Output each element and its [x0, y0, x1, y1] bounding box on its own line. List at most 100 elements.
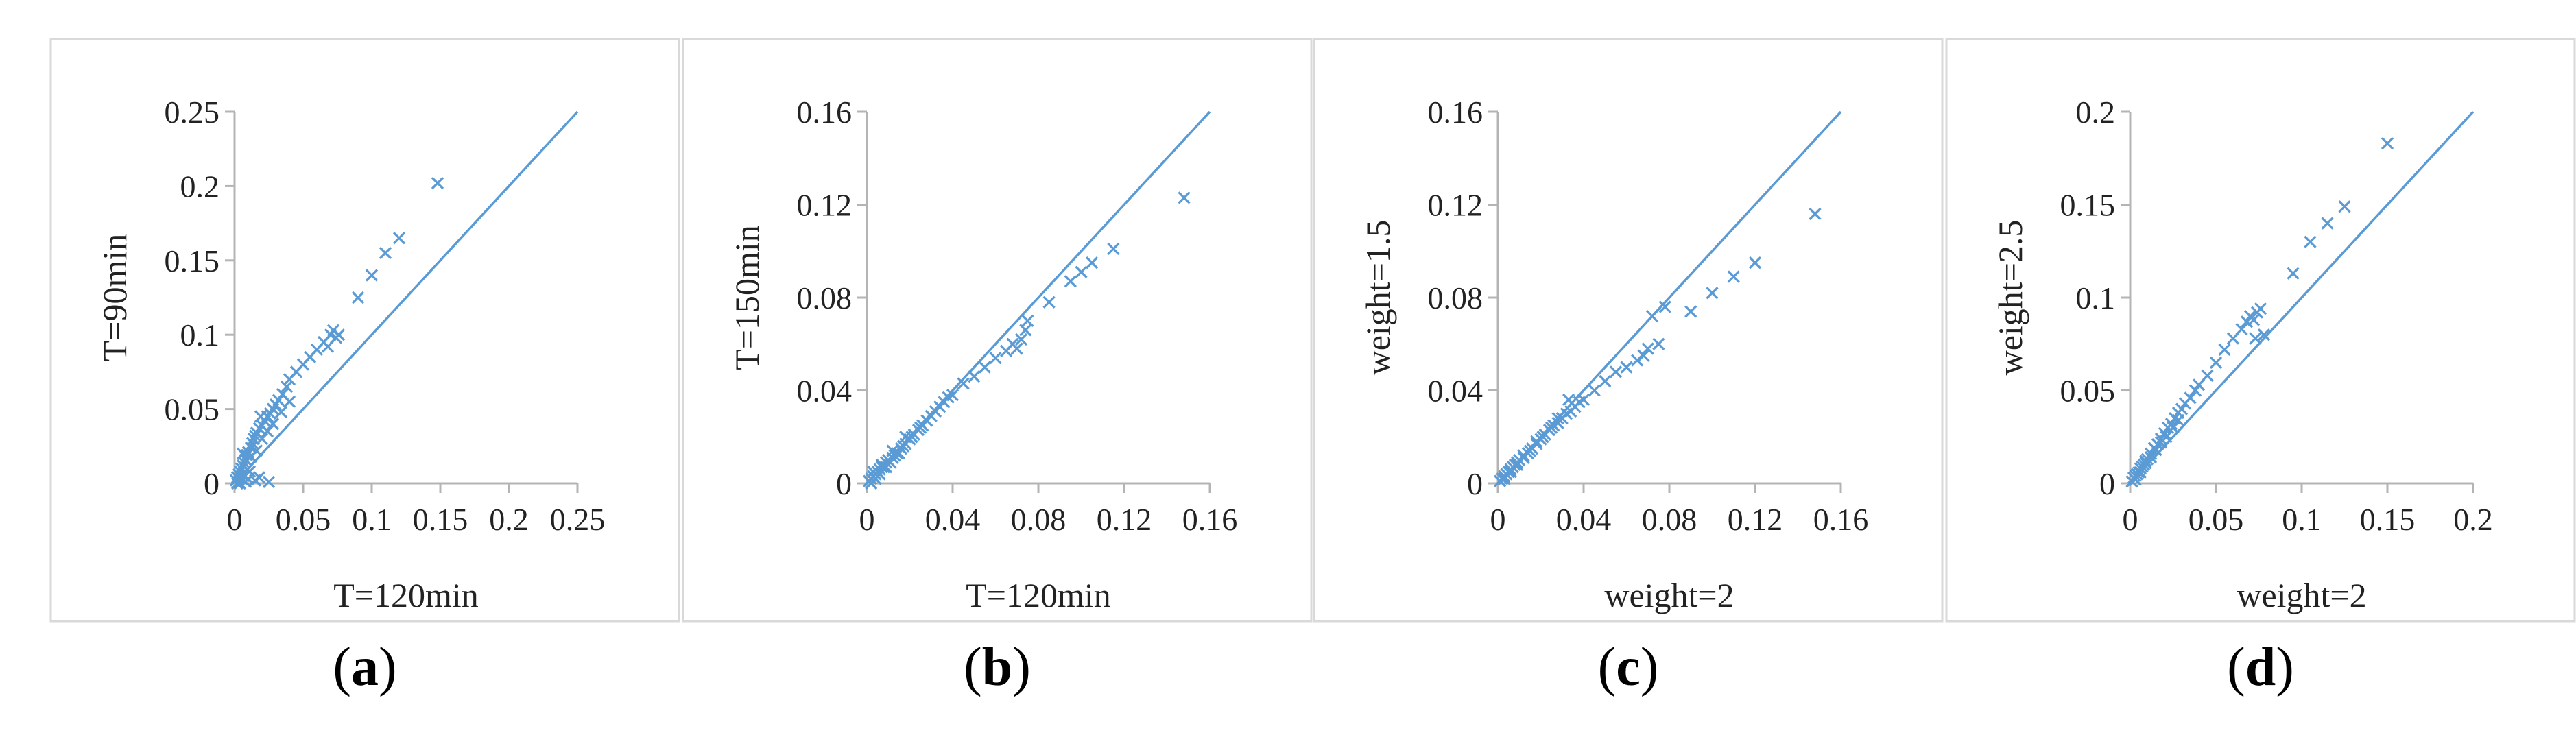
x-tick-label-c: 0.04: [1556, 502, 1612, 537]
chart-svg-d: 0 0.05 0.1 0.15 0.2 0 0.05 0.1 0.15 0.2 weight=2 we…: [1945, 38, 2576, 623]
data-point-a: [233, 477, 247, 490]
y-tick-label-a: 0.05: [165, 392, 220, 427]
data-point-a: [241, 472, 255, 485]
y-tick-label-a: 0.25: [165, 95, 220, 130]
data-point-a: [250, 444, 263, 457]
reference-line-a: [233, 110, 579, 485]
data-point-b: [1010, 342, 1023, 355]
data-point-d: [2209, 356, 2223, 369]
data-point-b: [989, 351, 1002, 365]
chart-svg-a: 0 0.05 0.1 0.15 0.2 0.25 0 0.05 0.1 0.15 0.2 0.25 T=…: [49, 38, 680, 623]
data-point-c: [1637, 349, 1650, 362]
data-point-a: [332, 328, 346, 341]
data-point-d: [2160, 431, 2173, 444]
data-point-c: [1562, 393, 1575, 407]
data-point-d: [2304, 235, 2317, 248]
data-point-d: [2257, 328, 2271, 341]
caption-c: (c): [1597, 637, 1659, 697]
x-tick-label-c: 0.08: [1642, 502, 1697, 537]
data-point-c: [1645, 309, 1659, 323]
data-point-b: [1085, 256, 1099, 269]
data-point-c: [1599, 374, 1612, 388]
x-tick-label-d: 0.15: [2360, 502, 2416, 537]
data-point-c: [1809, 207, 1822, 221]
data-point-d: [2149, 444, 2162, 457]
x-tick-label-a: 0.15: [413, 502, 468, 537]
data-point-a: [283, 395, 296, 408]
data-point-c: [1727, 270, 1740, 283]
chart-panel-d: 0 0.05 0.1 0.15 0.2 0 0.05 0.1 0.15 0.2 weight=2 we…: [1945, 38, 2576, 623]
y-tick-label-b: 0: [836, 466, 852, 501]
y-tick-label-b: 0.16: [797, 95, 852, 130]
data-point-c: [1523, 444, 1537, 457]
data-point-b: [957, 377, 970, 390]
x-tick-label-d: 0: [2123, 502, 2138, 537]
data-point-a: [379, 246, 392, 260]
y-tick-label-d: 0: [2099, 466, 2115, 501]
data-point-b: [884, 456, 897, 469]
data-point-d: [2167, 421, 2180, 434]
y-tick-label-c: 0.04: [1428, 374, 1483, 409]
chart-panel-c: 0 0.04 0.08 0.12 0.16 0 0.04 0.08 0.12 0.16 weight…: [1313, 38, 1944, 623]
y-tick-label-a: 0.15: [165, 243, 220, 278]
x-axis-label-b: T=120min: [966, 576, 1111, 614]
data-point-a: [236, 447, 250, 460]
data-point-c: [1748, 256, 1762, 269]
x-axis-label-d: weight=2: [2237, 576, 2366, 614]
x-tick-label-a: 0: [227, 502, 243, 537]
x-tick-label-b: 0.16: [1182, 502, 1238, 537]
caption-letter-c: c: [1616, 637, 1641, 697]
data-point-c: [1684, 305, 1697, 318]
chart-svg-b: 0 0.04 0.08 0.12 0.16 0 0.04 0.08 0.12 0.16 T=120m…: [682, 38, 1313, 623]
data-point-c: [1577, 393, 1590, 407]
data-point-a: [280, 380, 294, 394]
reference-line-b: [866, 110, 1211, 485]
data-point-d: [2249, 332, 2262, 345]
data-point-b: [869, 472, 882, 485]
caption-b: (b): [964, 637, 1031, 697]
chart-frame-b: [682, 38, 1313, 623]
x-tick-label-b: 0: [859, 502, 875, 537]
data-point-d: [2218, 343, 2231, 357]
caption-letter-a: a: [351, 637, 379, 697]
caption-letter-b: b: [981, 637, 1013, 697]
caption-letter-d: d: [2245, 637, 2276, 697]
data-point-a: [255, 432, 269, 446]
y-tick-label-a: 0: [204, 466, 219, 501]
data-point-d: [2129, 473, 2142, 486]
data-point-c: [1641, 342, 1654, 355]
data-point-a: [230, 477, 244, 490]
data-point-c: [1706, 287, 1719, 300]
x-tick-label-b: 0.04: [925, 502, 981, 537]
y-tick-label-b: 0.12: [797, 188, 852, 223]
data-point-b: [946, 389, 959, 402]
x-axis-label-a: T=120min: [333, 576, 479, 614]
chart-panel-b: 0 0.04 0.08 0.12 0.16 0 0.04 0.08 0.12 0.16 T=120m…: [682, 38, 1313, 623]
data-point-c: [1652, 337, 1665, 350]
data-point-b: [1178, 191, 1191, 204]
y-tick-label-d: 0.1: [2076, 280, 2116, 315]
x-tick-label-d: 0.1: [2282, 502, 2322, 537]
data-point-c: [1630, 354, 1644, 367]
data-point-d: [2338, 200, 2351, 213]
data-point-a: [392, 232, 406, 245]
caption-d: (d): [2227, 637, 2294, 697]
data-point-a: [321, 340, 335, 353]
x-tick-label-a: 0.2: [489, 502, 529, 537]
data-point-b: [1064, 275, 1077, 288]
x-tick-label-c: 0.12: [1728, 502, 1783, 537]
chart-panel-a: 0 0.05 0.1 0.15 0.2 0.25 0 0.05 0.1 0.15 0.2 0.25 T=…: [49, 38, 680, 623]
data-point-d: [2184, 391, 2197, 405]
data-point-a: [261, 424, 274, 438]
data-point-d: [2201, 369, 2214, 382]
y-tick-label-c: 0.12: [1428, 188, 1483, 223]
y-tick-label-b: 0.04: [797, 374, 852, 409]
data-point-d: [2144, 450, 2158, 464]
data-point-b: [1014, 333, 1028, 346]
data-point-d: [2287, 267, 2300, 280]
data-point-a: [365, 269, 379, 282]
data-point-b: [914, 421, 927, 434]
data-point-d: [2175, 402, 2189, 415]
data-point-d: [2168, 412, 2182, 425]
data-point-d: [2247, 313, 2261, 326]
